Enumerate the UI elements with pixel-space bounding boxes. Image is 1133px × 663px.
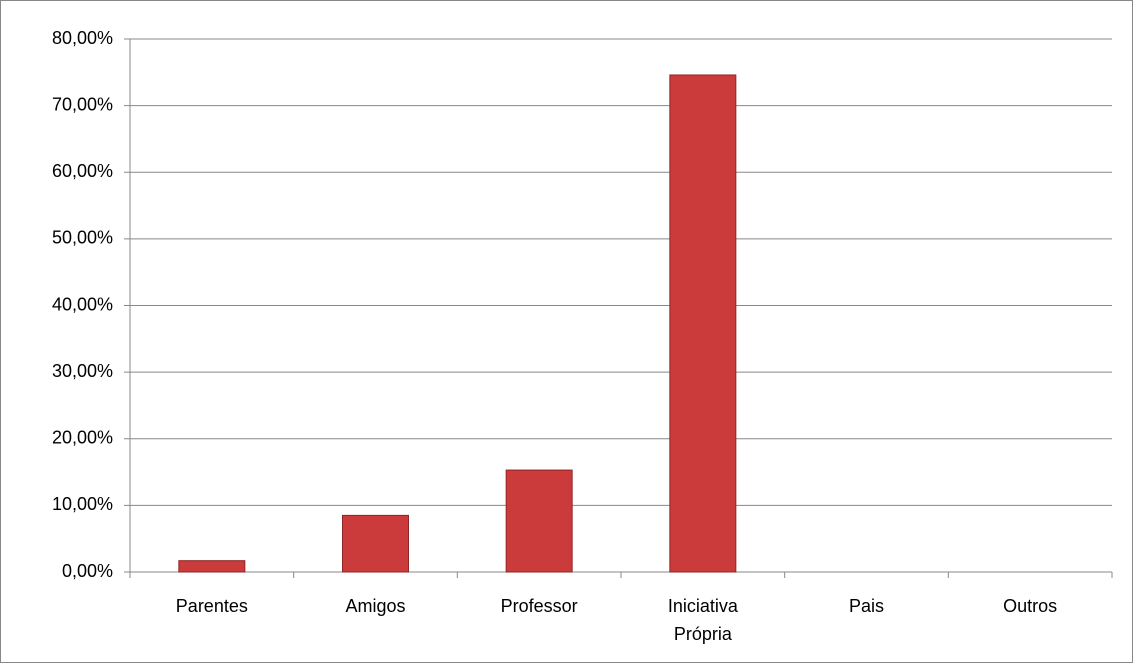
bar: [669, 74, 737, 573]
y-tick-label: 50,00%: [52, 228, 113, 248]
x-tick-label: Amigos: [345, 596, 406, 616]
x-tick-label: Pais: [848, 596, 884, 616]
bar: [342, 514, 409, 573]
y-tick-label: 10,00%: [52, 494, 113, 514]
y-tick-label: 20,00%: [52, 428, 113, 448]
x-tick-label: Outros: [1003, 596, 1058, 616]
y-tick-label: 80,00%: [52, 28, 113, 48]
x-tick-label: Parentes: [175, 596, 248, 616]
y-tick-label: 30,00%: [52, 361, 113, 381]
y-tick-label: 40,00%: [52, 294, 113, 314]
y-tick-label: 60,00%: [52, 161, 113, 181]
y-tick-label: 0,00%: [62, 561, 113, 581]
x-tick-label: Professor: [500, 596, 578, 616]
x-tick-label: Iniciativa Própria: [667, 596, 738, 644]
bar: [505, 469, 573, 573]
bar: [178, 560, 246, 573]
y-tick-label: 70,00%: [52, 94, 113, 114]
